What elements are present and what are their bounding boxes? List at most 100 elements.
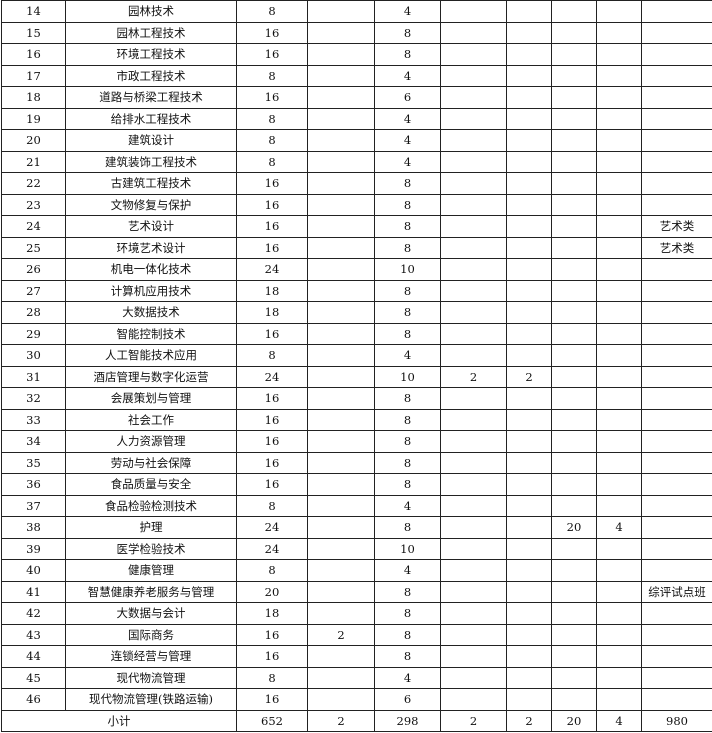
cell-name: 会展策划与管理 bbox=[65, 387, 237, 410]
cell-c3: 16 bbox=[236, 623, 308, 646]
cell-c7 bbox=[506, 473, 552, 496]
cell-c5: 4 bbox=[374, 0, 441, 23]
cell-c6 bbox=[440, 580, 507, 603]
cell-name: 护理 bbox=[65, 516, 237, 539]
cell-c5: 8 bbox=[374, 408, 441, 431]
cell-name: 机电一体化技术 bbox=[65, 258, 237, 281]
cell-c8 bbox=[551, 129, 597, 152]
cell-c9 bbox=[596, 688, 642, 711]
cell-c3: 16 bbox=[236, 21, 308, 44]
cell-c5: 8 bbox=[374, 236, 441, 259]
cell-c5: 8 bbox=[374, 451, 441, 474]
table-row: 34 人力资源管理 16 8 bbox=[1, 430, 712, 453]
cell-c7 bbox=[506, 0, 552, 23]
cell-name: 环境工程技术 bbox=[65, 43, 237, 66]
table-row: 29 智能控制技术 16 8 bbox=[1, 322, 712, 345]
cell-name: 古建筑工程技术 bbox=[65, 172, 237, 195]
cell-no: 31 bbox=[1, 365, 66, 388]
cell-no: 41 bbox=[1, 580, 66, 603]
cell-c9 bbox=[596, 494, 642, 517]
cell-c7 bbox=[506, 645, 552, 668]
table-row: 19 给排水工程技术 8 4 bbox=[1, 107, 712, 130]
cell-remark bbox=[641, 43, 712, 66]
cell-remark bbox=[641, 645, 712, 668]
cell-c3: 16 bbox=[236, 236, 308, 259]
cell-c6 bbox=[440, 107, 507, 130]
table-row: 24 艺术设计 16 8 艺术类 bbox=[1, 215, 712, 238]
cell-c4 bbox=[307, 365, 375, 388]
cell-c9 bbox=[596, 86, 642, 109]
cell-c5: 4 bbox=[374, 129, 441, 152]
cell-c9 bbox=[596, 0, 642, 23]
cell-c6 bbox=[440, 86, 507, 109]
cell-no: 34 bbox=[1, 430, 66, 453]
cell-name: 现代物流管理(铁路运输) bbox=[65, 688, 237, 711]
cell-c3: 16 bbox=[236, 473, 308, 496]
cell-c4 bbox=[307, 43, 375, 66]
cell-c6 bbox=[440, 64, 507, 87]
cell-c5: 8 bbox=[374, 645, 441, 668]
cell-no: 32 bbox=[1, 387, 66, 410]
cell-c5: 8 bbox=[374, 473, 441, 496]
cell-c3: 16 bbox=[236, 387, 308, 410]
cell-c4 bbox=[307, 236, 375, 259]
cell-c6 bbox=[440, 408, 507, 431]
cell-c6 bbox=[440, 43, 507, 66]
cell-no: 40 bbox=[1, 559, 66, 582]
cell-remark bbox=[641, 408, 712, 431]
cell-c8 bbox=[551, 86, 597, 109]
cell-no: 42 bbox=[1, 602, 66, 625]
cell-c6 bbox=[440, 688, 507, 711]
cell-c7 bbox=[506, 688, 552, 711]
cell-c7 bbox=[506, 602, 552, 625]
cell-no: 45 bbox=[1, 666, 66, 689]
subtotal-value: 4 bbox=[596, 709, 642, 732]
cell-c7 bbox=[506, 107, 552, 130]
cell-c5: 8 bbox=[374, 21, 441, 44]
cell-c9 bbox=[596, 559, 642, 582]
cell-c5: 6 bbox=[374, 688, 441, 711]
cell-c9 bbox=[596, 107, 642, 130]
cell-no: 37 bbox=[1, 494, 66, 517]
table-row: 32 会展策划与管理 16 8 bbox=[1, 387, 712, 410]
cell-no: 25 bbox=[1, 236, 66, 259]
cell-c3: 18 bbox=[236, 301, 308, 324]
cell-c9 bbox=[596, 193, 642, 216]
cell-c5: 8 bbox=[374, 279, 441, 302]
cell-c5: 4 bbox=[374, 494, 441, 517]
cell-c3: 8 bbox=[236, 559, 308, 582]
cell-c6 bbox=[440, 301, 507, 324]
cell-c6 bbox=[440, 666, 507, 689]
table-row: 35 劳动与社会保障 16 8 bbox=[1, 451, 712, 474]
cell-c3: 8 bbox=[236, 64, 308, 87]
cell-remark bbox=[641, 279, 712, 302]
cell-c6 bbox=[440, 494, 507, 517]
cell-c3: 24 bbox=[236, 516, 308, 539]
subtotal-value: 20 bbox=[551, 709, 597, 732]
cell-c5: 8 bbox=[374, 322, 441, 345]
subtotal-value: 2 bbox=[506, 709, 552, 732]
cell-c7 bbox=[506, 193, 552, 216]
table-row: 44 连锁经营与管理 16 8 bbox=[1, 645, 712, 668]
cell-c7 bbox=[506, 236, 552, 259]
cell-c3: 16 bbox=[236, 215, 308, 238]
cell-remark bbox=[641, 0, 712, 23]
cell-c7 bbox=[506, 64, 552, 87]
cell-c3: 16 bbox=[236, 408, 308, 431]
cell-c5: 4 bbox=[374, 666, 441, 689]
cell-c5: 10 bbox=[374, 537, 441, 560]
table-row: 41 智慧健康养老服务与管理 20 8 综评试点班 bbox=[1, 580, 712, 603]
cell-c8 bbox=[551, 43, 597, 66]
cell-c6 bbox=[440, 430, 507, 453]
table-row: 30 人工智能技术应用 8 4 bbox=[1, 344, 712, 367]
cell-name: 大数据技术 bbox=[65, 301, 237, 324]
subtotal-value: 980 bbox=[641, 709, 712, 732]
cell-c8 bbox=[551, 21, 597, 44]
cell-c8 bbox=[551, 451, 597, 474]
cell-c5: 4 bbox=[374, 64, 441, 87]
cell-c7 bbox=[506, 559, 552, 582]
cell-c7 bbox=[506, 387, 552, 410]
cell-c7 bbox=[506, 494, 552, 517]
cell-no: 16 bbox=[1, 43, 66, 66]
cell-name: 人力资源管理 bbox=[65, 430, 237, 453]
